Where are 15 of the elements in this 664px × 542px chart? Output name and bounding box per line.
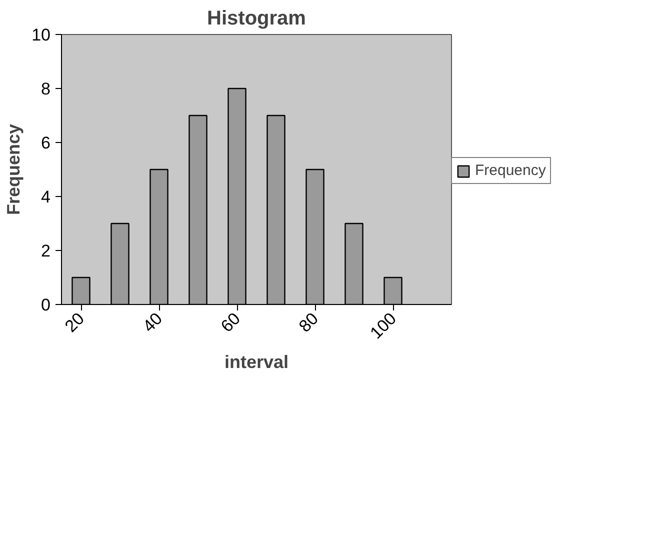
y-tick-label: 0 bbox=[41, 296, 51, 314]
y-tick-label: 10 bbox=[32, 26, 51, 44]
x-axis-title: interval bbox=[224, 352, 289, 372]
legend-label: Frequency bbox=[475, 162, 546, 179]
x-tick-label: 40 bbox=[139, 309, 166, 336]
y-tick-label: 4 bbox=[41, 188, 51, 206]
x-tick-label: 80 bbox=[295, 309, 322, 336]
y-tick-label: 6 bbox=[41, 134, 51, 152]
x-tick-label: 100 bbox=[366, 309, 400, 343]
x-tick-label: 20 bbox=[61, 309, 88, 336]
y-tick-label: 8 bbox=[41, 80, 51, 98]
x-tick-label: 60 bbox=[217, 309, 244, 336]
y-tick-label: 2 bbox=[41, 242, 51, 260]
y-axis-title: Frequency bbox=[4, 124, 24, 216]
chart-title: Histogram bbox=[207, 8, 306, 30]
